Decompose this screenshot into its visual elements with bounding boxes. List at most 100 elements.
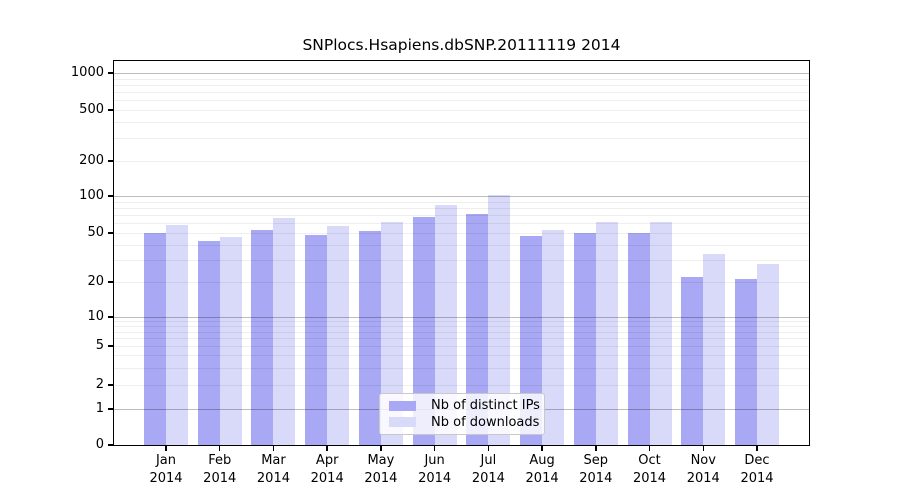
chart-title: SNPlocs.Hsapiens.dbSNP.20111119 2014: [302, 36, 621, 54]
bar-distinct-ips-dec: [734, 279, 757, 445]
gridline-minor-40: [113, 245, 810, 246]
legend-label-distinct-ips: Nb of distinct IPs: [431, 398, 540, 414]
y-tick-label-100: 100: [79, 188, 104, 203]
x-tick-mark-nov: [702, 446, 705, 451]
x-tick-label-jun: Jun 2014: [418, 453, 452, 486]
gridline-minor-70: [113, 215, 810, 216]
bar-downloads-apr: [327, 226, 350, 445]
gridline-minor-2: [113, 385, 810, 386]
gridline-major-10: [113, 317, 810, 318]
x-tick-mark-feb: [218, 446, 221, 451]
gridline-minor-7: [113, 332, 810, 333]
gridline-minor-900: [113, 79, 810, 80]
y-tick-mark-20: [108, 281, 113, 283]
x-tick-label-oct: Oct 2014: [632, 453, 667, 486]
y-tick-mark-5: [108, 345, 113, 347]
y-tick-label-50: 50: [87, 225, 104, 240]
x-tick-mark-jun: [433, 446, 436, 451]
bar-downloads-oct: [649, 222, 672, 445]
x-tick-label-mar: Mar 2014: [256, 453, 290, 486]
x-tick-label-sep: Sep 2014: [579, 453, 613, 486]
gridline-minor-500: [113, 110, 810, 111]
x-tick-mark-oct: [648, 446, 651, 451]
gridline-minor-20: [113, 282, 810, 283]
bar-downloads-jul: [488, 194, 511, 445]
bar-distinct-ips-jan: [144, 233, 166, 445]
gridline-minor-30: [113, 260, 810, 261]
gridline-minor-800: [113, 85, 810, 86]
y-tick-label-10: 10: [87, 309, 104, 324]
gridline-major-1000: [113, 73, 810, 74]
x-tick-label-dec: Dec 2014: [740, 453, 774, 486]
y-tick-mark-100: [108, 195, 113, 197]
legend-item-distinct-ips: Nb of distinct IPs: [389, 398, 540, 413]
gridline-minor-60: [113, 223, 810, 224]
gridline-minor-50: [113, 233, 810, 234]
bar-distinct-ips-may: [358, 230, 381, 445]
x-tick-mark-dec: [756, 446, 758, 451]
y-tick-label-2: 2: [95, 377, 104, 392]
x-tick-mark-aug: [541, 446, 543, 451]
legend: Nb of distinct IPs Nb of downloads: [379, 393, 545, 435]
bar-distinct-ips-nov: [681, 276, 704, 445]
x-tick-label-aug: Aug 2014: [525, 453, 559, 486]
bar-downloads-sep: [595, 222, 618, 445]
x-tick-label-apr: Apr 2014: [310, 453, 344, 486]
bar-distinct-ips-aug: [520, 236, 543, 445]
y-tick-mark-1000: [108, 72, 113, 74]
y-tick-label-5: 5: [95, 338, 104, 353]
legend-swatch-distinct-ips: [389, 400, 416, 411]
y-tick-label-500: 500: [79, 102, 104, 117]
y-tick-mark-2: [108, 384, 113, 386]
y-tick-mark-50: [108, 232, 113, 234]
gridline-minor-5: [113, 346, 810, 347]
gridline-minor-300: [113, 138, 810, 139]
gridline-minor-4: [113, 355, 810, 356]
gridline-minor-200: [113, 161, 810, 162]
x-tick-mark-may: [380, 446, 382, 451]
y-tick-mark-200: [108, 160, 113, 162]
y-tick-label-0: 0: [95, 437, 104, 452]
gridline-minor-700: [113, 92, 810, 93]
y-tick-label-1: 1: [95, 401, 104, 416]
x-tick-mark-sep: [595, 446, 597, 451]
bar-downloads-nov: [703, 253, 726, 445]
gridline-minor-6: [113, 338, 810, 339]
x-tick-mark-apr: [326, 446, 328, 451]
y-tick-mark-10: [108, 316, 113, 318]
bar-downloads-jun: [434, 204, 457, 445]
bar-distinct-ips-oct: [627, 233, 650, 445]
x-tick-label-feb: Feb 2014: [203, 453, 237, 486]
bar-downloads-may: [380, 222, 403, 445]
bar-downloads-aug: [542, 229, 565, 445]
bar-distinct-ips-jun: [412, 216, 435, 445]
y-tick-label-20: 20: [87, 274, 104, 289]
bar-downloads-jan: [166, 225, 188, 445]
legend-label-downloads: Nb of downloads: [431, 414, 540, 430]
gridline-minor-90: [113, 202, 810, 203]
legend-swatch-downloads: [389, 417, 416, 428]
bar-distinct-ips-jul: [466, 214, 489, 445]
y-tick-label-1000: 1000: [70, 65, 104, 80]
x-tick-mark-jan: [165, 446, 167, 451]
y-tick-mark-0: [108, 444, 113, 446]
gridline-minor-3: [113, 368, 810, 369]
y-tick-label-200: 200: [79, 153, 104, 168]
y-tick-mark-500: [108, 109, 113, 111]
x-tick-label-nov: Nov 2014: [686, 453, 720, 486]
gridline-major-100: [113, 196, 810, 197]
x-tick-mark-mar: [272, 446, 275, 451]
legend-item-downloads: Nb of downloads: [389, 415, 539, 430]
x-tick-label-jul: Jul 2014: [471, 453, 505, 486]
x-tick-mark-jul: [487, 446, 490, 451]
bar-distinct-ips-feb: [197, 241, 220, 445]
gridline-minor-600: [113, 100, 810, 101]
gridline-minor-8: [113, 326, 810, 327]
gridline-minor-400: [113, 122, 810, 123]
y-tick-mark-1: [108, 408, 113, 410]
bar-downloads-feb: [219, 237, 242, 445]
bar-distinct-ips-apr: [305, 235, 328, 445]
gridline-minor-80: [113, 208, 810, 209]
bar-distinct-ips-mar: [251, 229, 274, 445]
